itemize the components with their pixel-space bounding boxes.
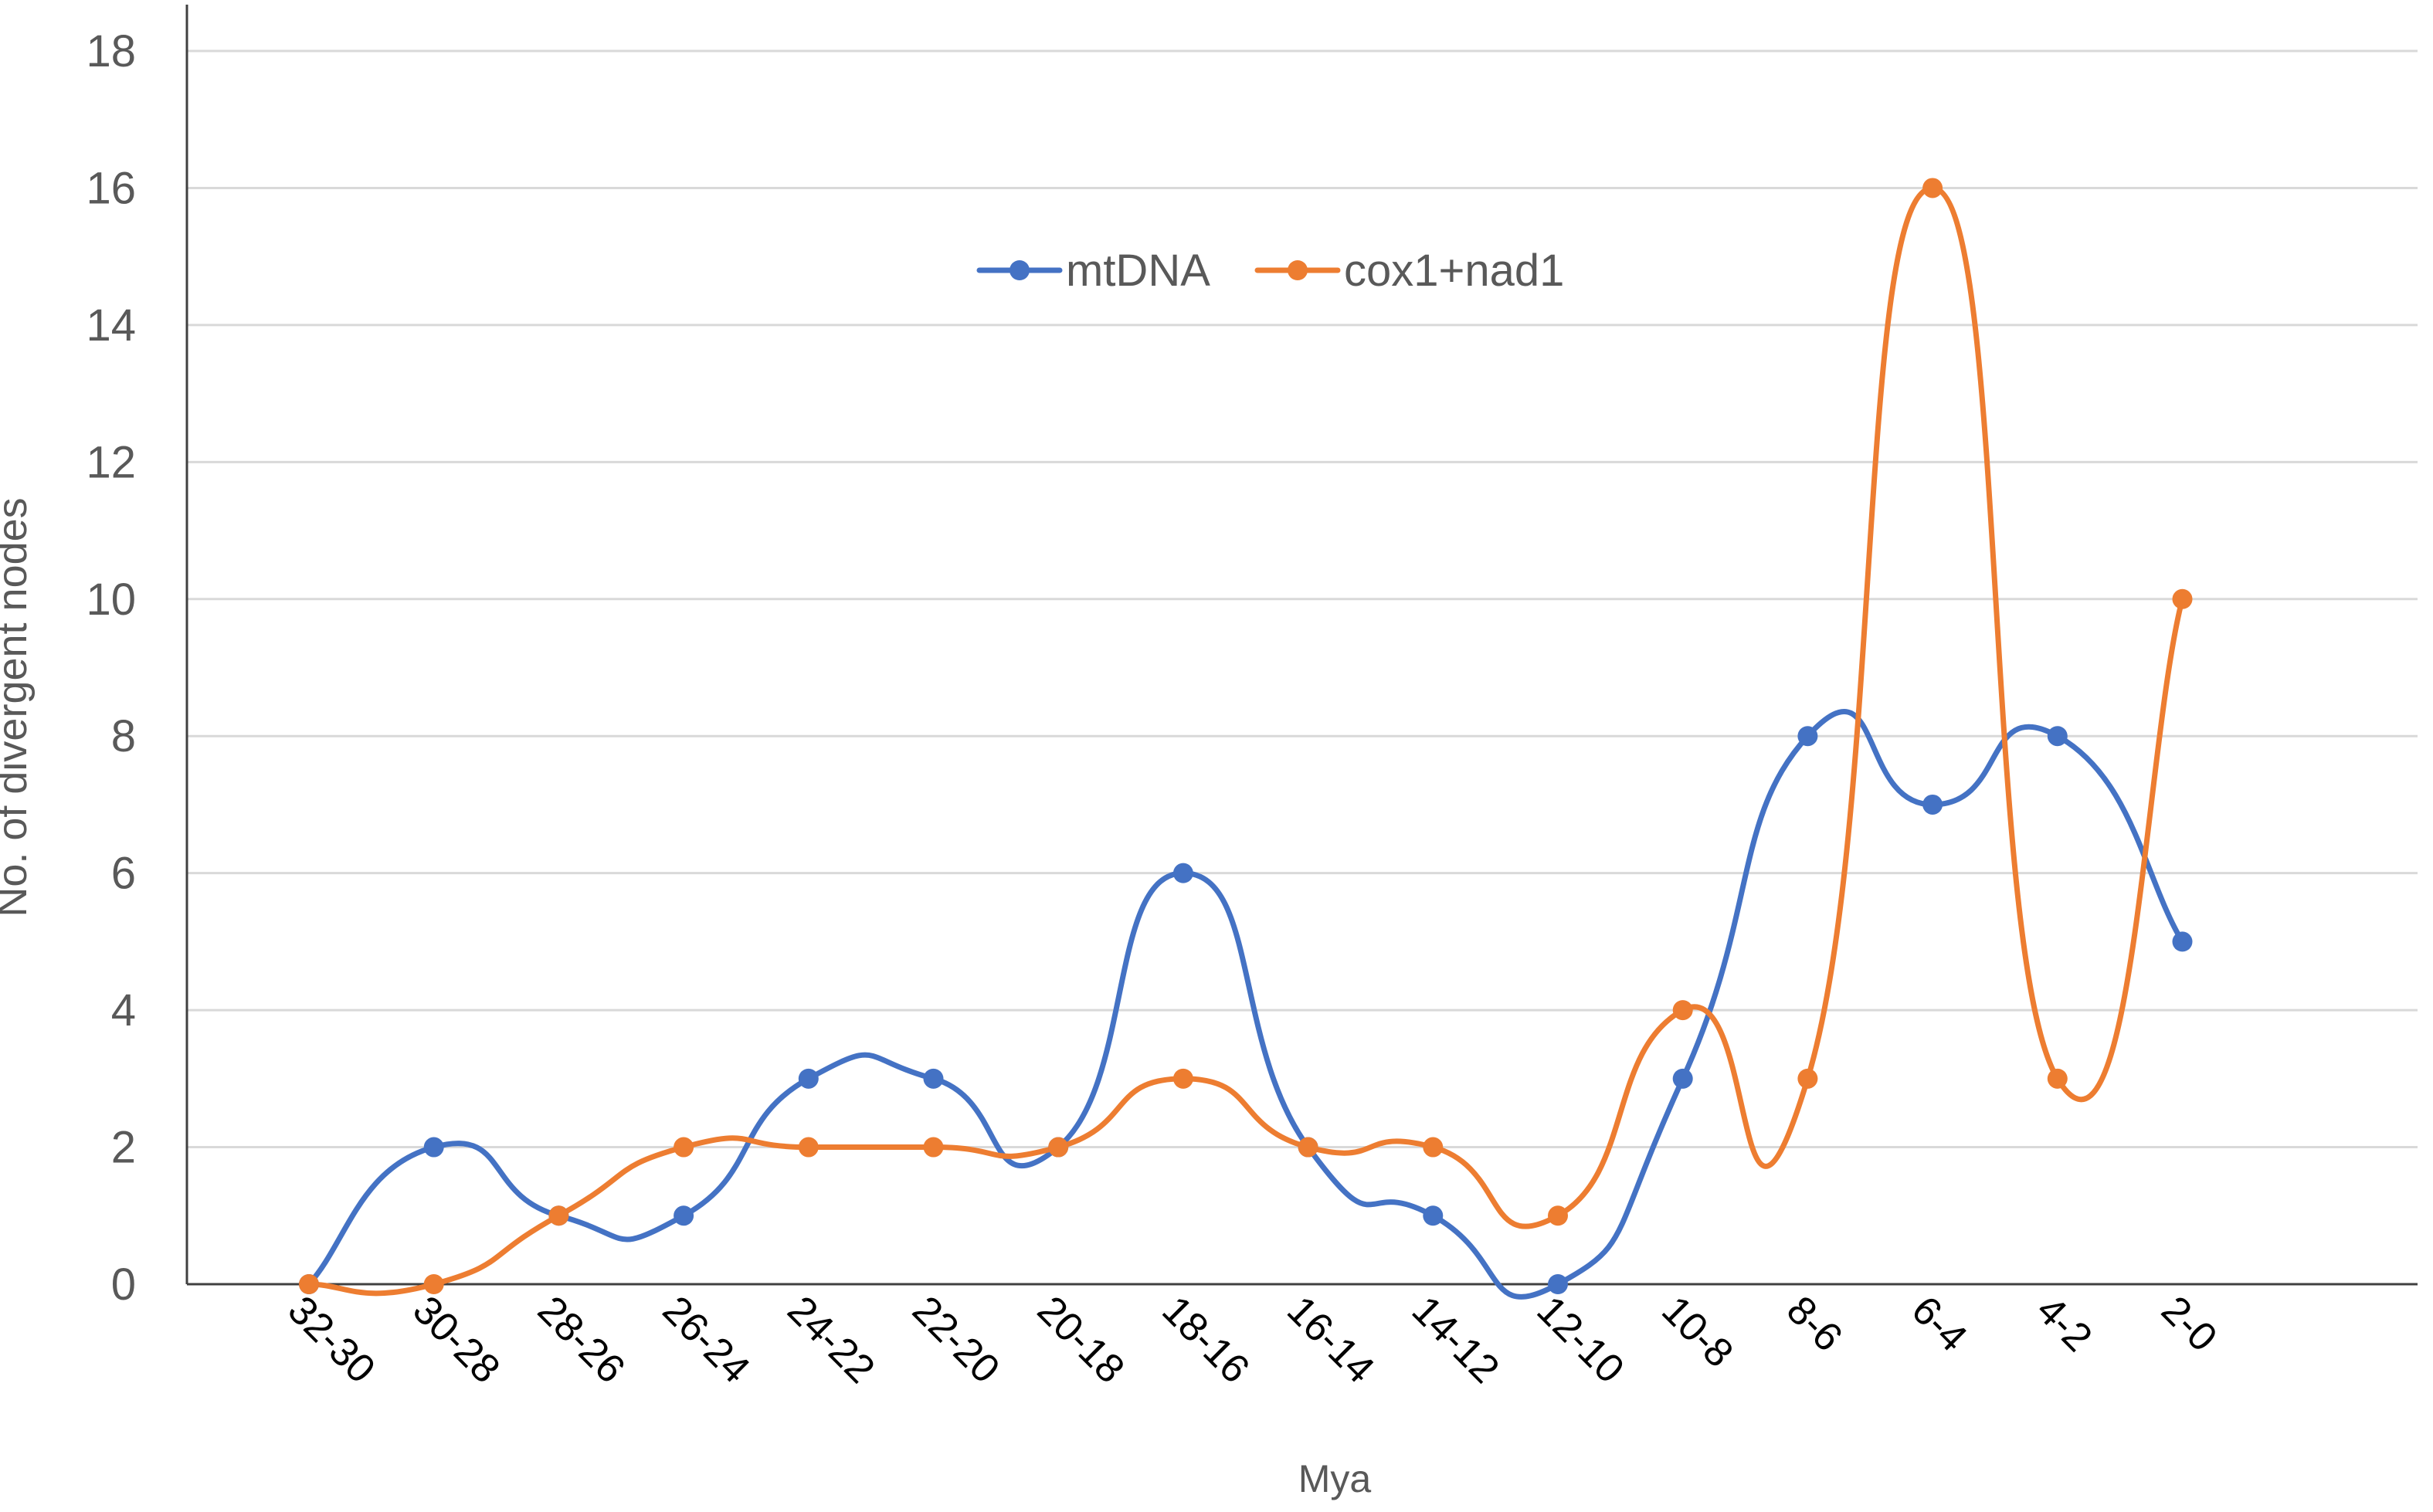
y-tick-label: 12 — [86, 437, 136, 487]
legend-marker-mtdna — [1010, 260, 1030, 280]
data-point-mtdna — [1922, 794, 1943, 815]
data-point-cox1-nad1 — [1548, 1205, 1568, 1226]
x-tick-label: 16-14 — [1278, 1287, 1383, 1392]
legend-label-cox1-nad1: cox1+nad1 — [1344, 246, 1564, 296]
x-tick-label: 6-4 — [1903, 1287, 1976, 1360]
x-tick-label: 10-8 — [1653, 1287, 1742, 1376]
data-point-cox1-nad1 — [1922, 178, 1943, 198]
data-point-mtdna — [923, 1068, 944, 1089]
data-point-cox1-nad1 — [1298, 1137, 1318, 1158]
legend: mtDNA cox1+nad1 — [976, 246, 1564, 296]
data-point-cox1-nad1 — [1172, 1068, 1193, 1089]
data-point-cox1-nad1 — [299, 1274, 319, 1294]
data-point-mtdna — [1797, 726, 1818, 747]
y-tick-label: 16 — [86, 163, 136, 213]
data-point-cox1-nad1 — [1672, 1000, 1693, 1021]
x-tick-label: 20-18 — [1029, 1287, 1133, 1392]
data-point-cox1-nad1 — [923, 1137, 944, 1158]
legend-label-mtdna: mtDNA — [1066, 246, 1210, 296]
y-tick-label: 10 — [86, 575, 136, 625]
data-point-cox1-nad1 — [1048, 1137, 1069, 1158]
y-tick-label: 6 — [111, 849, 136, 899]
y-tick-label: 2 — [111, 1123, 136, 1173]
x-tick-label: 4-2 — [2028, 1287, 2100, 1360]
data-point-mtdna — [423, 1137, 444, 1158]
x-tick-label: 30-28 — [404, 1287, 508, 1392]
x-tick-label: 12-10 — [1529, 1287, 1633, 1392]
series-markers — [299, 178, 2193, 1294]
x-tick-label: 22-20 — [904, 1287, 1008, 1392]
data-point-cox1-nad1 — [674, 1137, 694, 1158]
gridlines — [187, 49, 2418, 1149]
data-point-mtdna — [674, 1205, 694, 1226]
legend-marker-cox1-nad1 — [1288, 260, 1308, 280]
y-axis-label: No. of divergent nodes — [0, 497, 36, 917]
x-tick-labels: 32-30 30-28 28-26 26-24 24-22 22-20 20-18 18-16… — [280, 1287, 2226, 1392]
series-lines — [306, 185, 2185, 1300]
data-point-mtdna — [2047, 726, 2068, 747]
x-tick-label: 32-30 — [280, 1287, 384, 1392]
y-tick-label: 8 — [111, 711, 136, 761]
x-tick-label: 8-6 — [1778, 1287, 1851, 1360]
data-point-mtdna — [1548, 1274, 1568, 1294]
data-point-cox1-nad1 — [798, 1137, 819, 1158]
data-point-cox1-nad1 — [2172, 588, 2193, 609]
data-point-cox1-nad1 — [2047, 1068, 2068, 1089]
series-line-cox1-nad1 — [306, 185, 2185, 1297]
x-axis-label: Mya — [1298, 1457, 1372, 1500]
x-tick-label: 18-16 — [1153, 1287, 1257, 1392]
axes — [185, 5, 2418, 1286]
data-point-mtdna — [1672, 1068, 1693, 1089]
x-tick-label: 24-22 — [779, 1287, 883, 1392]
x-tick-label: 14-12 — [1403, 1287, 1508, 1392]
data-point-cox1-nad1 — [548, 1205, 569, 1226]
y-tick-labels: 0 2 4 6 8 10 12 14 16 18 — [86, 26, 136, 1310]
y-tick-label: 14 — [86, 300, 136, 351]
x-tick-label: 2-0 — [2153, 1287, 2225, 1360]
data-point-mtdna — [798, 1068, 819, 1089]
series-line-mtdna — [306, 709, 2185, 1300]
data-point-cox1-nad1 — [1423, 1137, 1444, 1158]
y-tick-label: 0 — [111, 1259, 136, 1310]
data-point-mtdna — [1423, 1205, 1444, 1226]
data-point-cox1-nad1 — [1797, 1068, 1818, 1089]
x-tick-label: 26-24 — [654, 1287, 758, 1392]
y-tick-label: 4 — [111, 985, 136, 1036]
data-point-mtdna — [2172, 931, 2193, 952]
x-tick-label: 28-26 — [529, 1287, 633, 1392]
y-tick-label: 18 — [86, 26, 136, 76]
data-point-mtdna — [1172, 863, 1193, 883]
data-point-cox1-nad1 — [423, 1274, 444, 1294]
